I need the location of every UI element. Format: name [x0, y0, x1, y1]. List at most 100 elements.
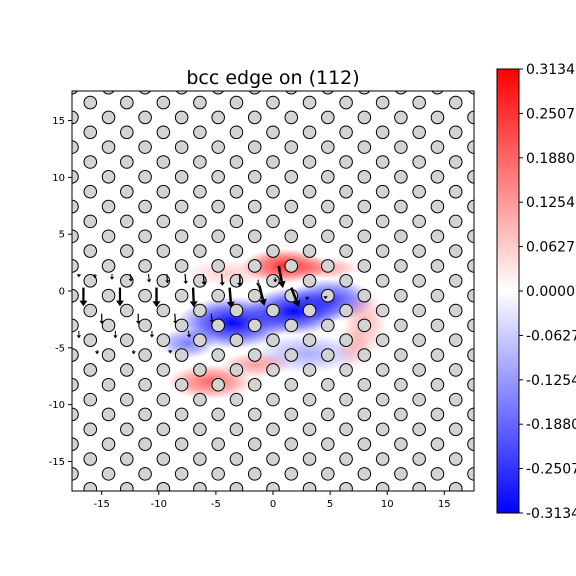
- atom-marker: [339, 303, 353, 318]
- atom-marker: [229, 452, 244, 466]
- arrow-head: [92, 275, 98, 279]
- atom-marker: [339, 155, 353, 169]
- atom-marker: [156, 155, 171, 169]
- atom-marker: [174, 199, 189, 214]
- atom-marker: [174, 110, 189, 125]
- atom-marker: [120, 244, 134, 258]
- atom-marker: [339, 363, 353, 377]
- atom-marker: [229, 125, 244, 140]
- atom-marker: [430, 377, 445, 392]
- atom-marker: [247, 199, 262, 214]
- arrow-head: [255, 283, 261, 287]
- atom-marker: [302, 422, 317, 437]
- atom-marker: [174, 407, 189, 422]
- arrow-head: [165, 280, 170, 284]
- atom-marker: [284, 377, 299, 392]
- atom-marker: [375, 155, 390, 169]
- displacement-arrow: [305, 296, 310, 301]
- colorbar-tick-label: 0.0000: [526, 284, 575, 300]
- atom-marker: [321, 259, 335, 273]
- displacement-arrow: [113, 330, 118, 339]
- atom-marker: [211, 437, 225, 451]
- atom-marker: [375, 333, 390, 347]
- atom-marker: [120, 184, 134, 199]
- arrow-head: [168, 350, 173, 354]
- displacement-arrow: [173, 313, 178, 324]
- atom-marker: [375, 303, 390, 318]
- arrow-shaft: [184, 273, 187, 282]
- arrow-head: [152, 301, 161, 308]
- atom-marker: [72, 467, 79, 481]
- atom-marker: [72, 288, 79, 303]
- atom-marker: [302, 363, 317, 377]
- atom-marker: [339, 214, 353, 229]
- atom-marker: [284, 259, 299, 273]
- atom-marker: [138, 377, 152, 392]
- atom-marker: [467, 170, 474, 184]
- atom-marker: [321, 377, 335, 392]
- atom-marker: [101, 170, 116, 184]
- atom-marker: [412, 95, 426, 110]
- atom-marker: [174, 348, 189, 362]
- atom-marker: [83, 422, 98, 437]
- atom-marker: [430, 437, 445, 451]
- atom-marker: [72, 199, 79, 214]
- displacement-arrow: [128, 273, 133, 282]
- atom-marker: [339, 422, 353, 437]
- atom-marker: [266, 303, 280, 318]
- atom-marker: [72, 91, 78, 95]
- atom-marker: [430, 259, 445, 273]
- x-tick-label: -10: [151, 499, 167, 510]
- atom-marker: [72, 229, 79, 244]
- arrow-head: [201, 281, 207, 286]
- atom-marker: [211, 348, 225, 362]
- y-tick-label: -15: [49, 457, 65, 468]
- atom-marker: [321, 318, 335, 333]
- atom-marker: [467, 140, 474, 154]
- y-tick-label: 5: [59, 230, 65, 241]
- atom-marker: [156, 125, 171, 140]
- atom-marker: [467, 407, 474, 422]
- atom-marker: [412, 303, 426, 318]
- atom-marker: [339, 333, 353, 347]
- atom-marker: [375, 184, 390, 199]
- atom-marker: [175, 91, 188, 95]
- x-tick-label: 0: [270, 499, 276, 510]
- x-tick-label: -5: [211, 499, 221, 510]
- atom-marker: [156, 214, 171, 229]
- atom-marker: [247, 318, 262, 333]
- atom-marker: [357, 318, 372, 333]
- atom-marker: [138, 259, 152, 273]
- atom-marker: [156, 184, 171, 199]
- atom-marker: [357, 377, 372, 392]
- atom-marker: [120, 333, 134, 347]
- arrow-head: [128, 278, 133, 282]
- atom-marker: [211, 259, 225, 273]
- atom-marker: [339, 244, 353, 258]
- colorbar-tick-label: -0.2507: [526, 462, 576, 478]
- atom-marker: [412, 363, 426, 377]
- atom-marker: [138, 407, 152, 422]
- displacement-arrow: [219, 273, 225, 286]
- atom-marker: [83, 303, 98, 318]
- y-tick-label: 0: [59, 287, 65, 298]
- atom-marker: [83, 333, 98, 347]
- atom-marker: [120, 363, 134, 377]
- atom-marker: [101, 377, 116, 392]
- atom-marker: [448, 363, 463, 377]
- displacement-arrow: [168, 350, 173, 354]
- atom-marker: [247, 140, 262, 154]
- displacement-arrow: [237, 273, 243, 287]
- atom-marker: [302, 95, 317, 110]
- atom-marker: [156, 481, 171, 491]
- atom-marker: [102, 91, 115, 95]
- arrow-shaft: [129, 273, 132, 279]
- atom-marker: [266, 363, 280, 377]
- atom-marker: [394, 140, 408, 154]
- atom-marker: [412, 452, 426, 466]
- arrow-shaft: [228, 287, 233, 302]
- atom-marker: [339, 95, 353, 110]
- atom-marker: [467, 259, 474, 273]
- colorbar-gradient: [497, 69, 519, 513]
- arrow-head: [149, 334, 155, 338]
